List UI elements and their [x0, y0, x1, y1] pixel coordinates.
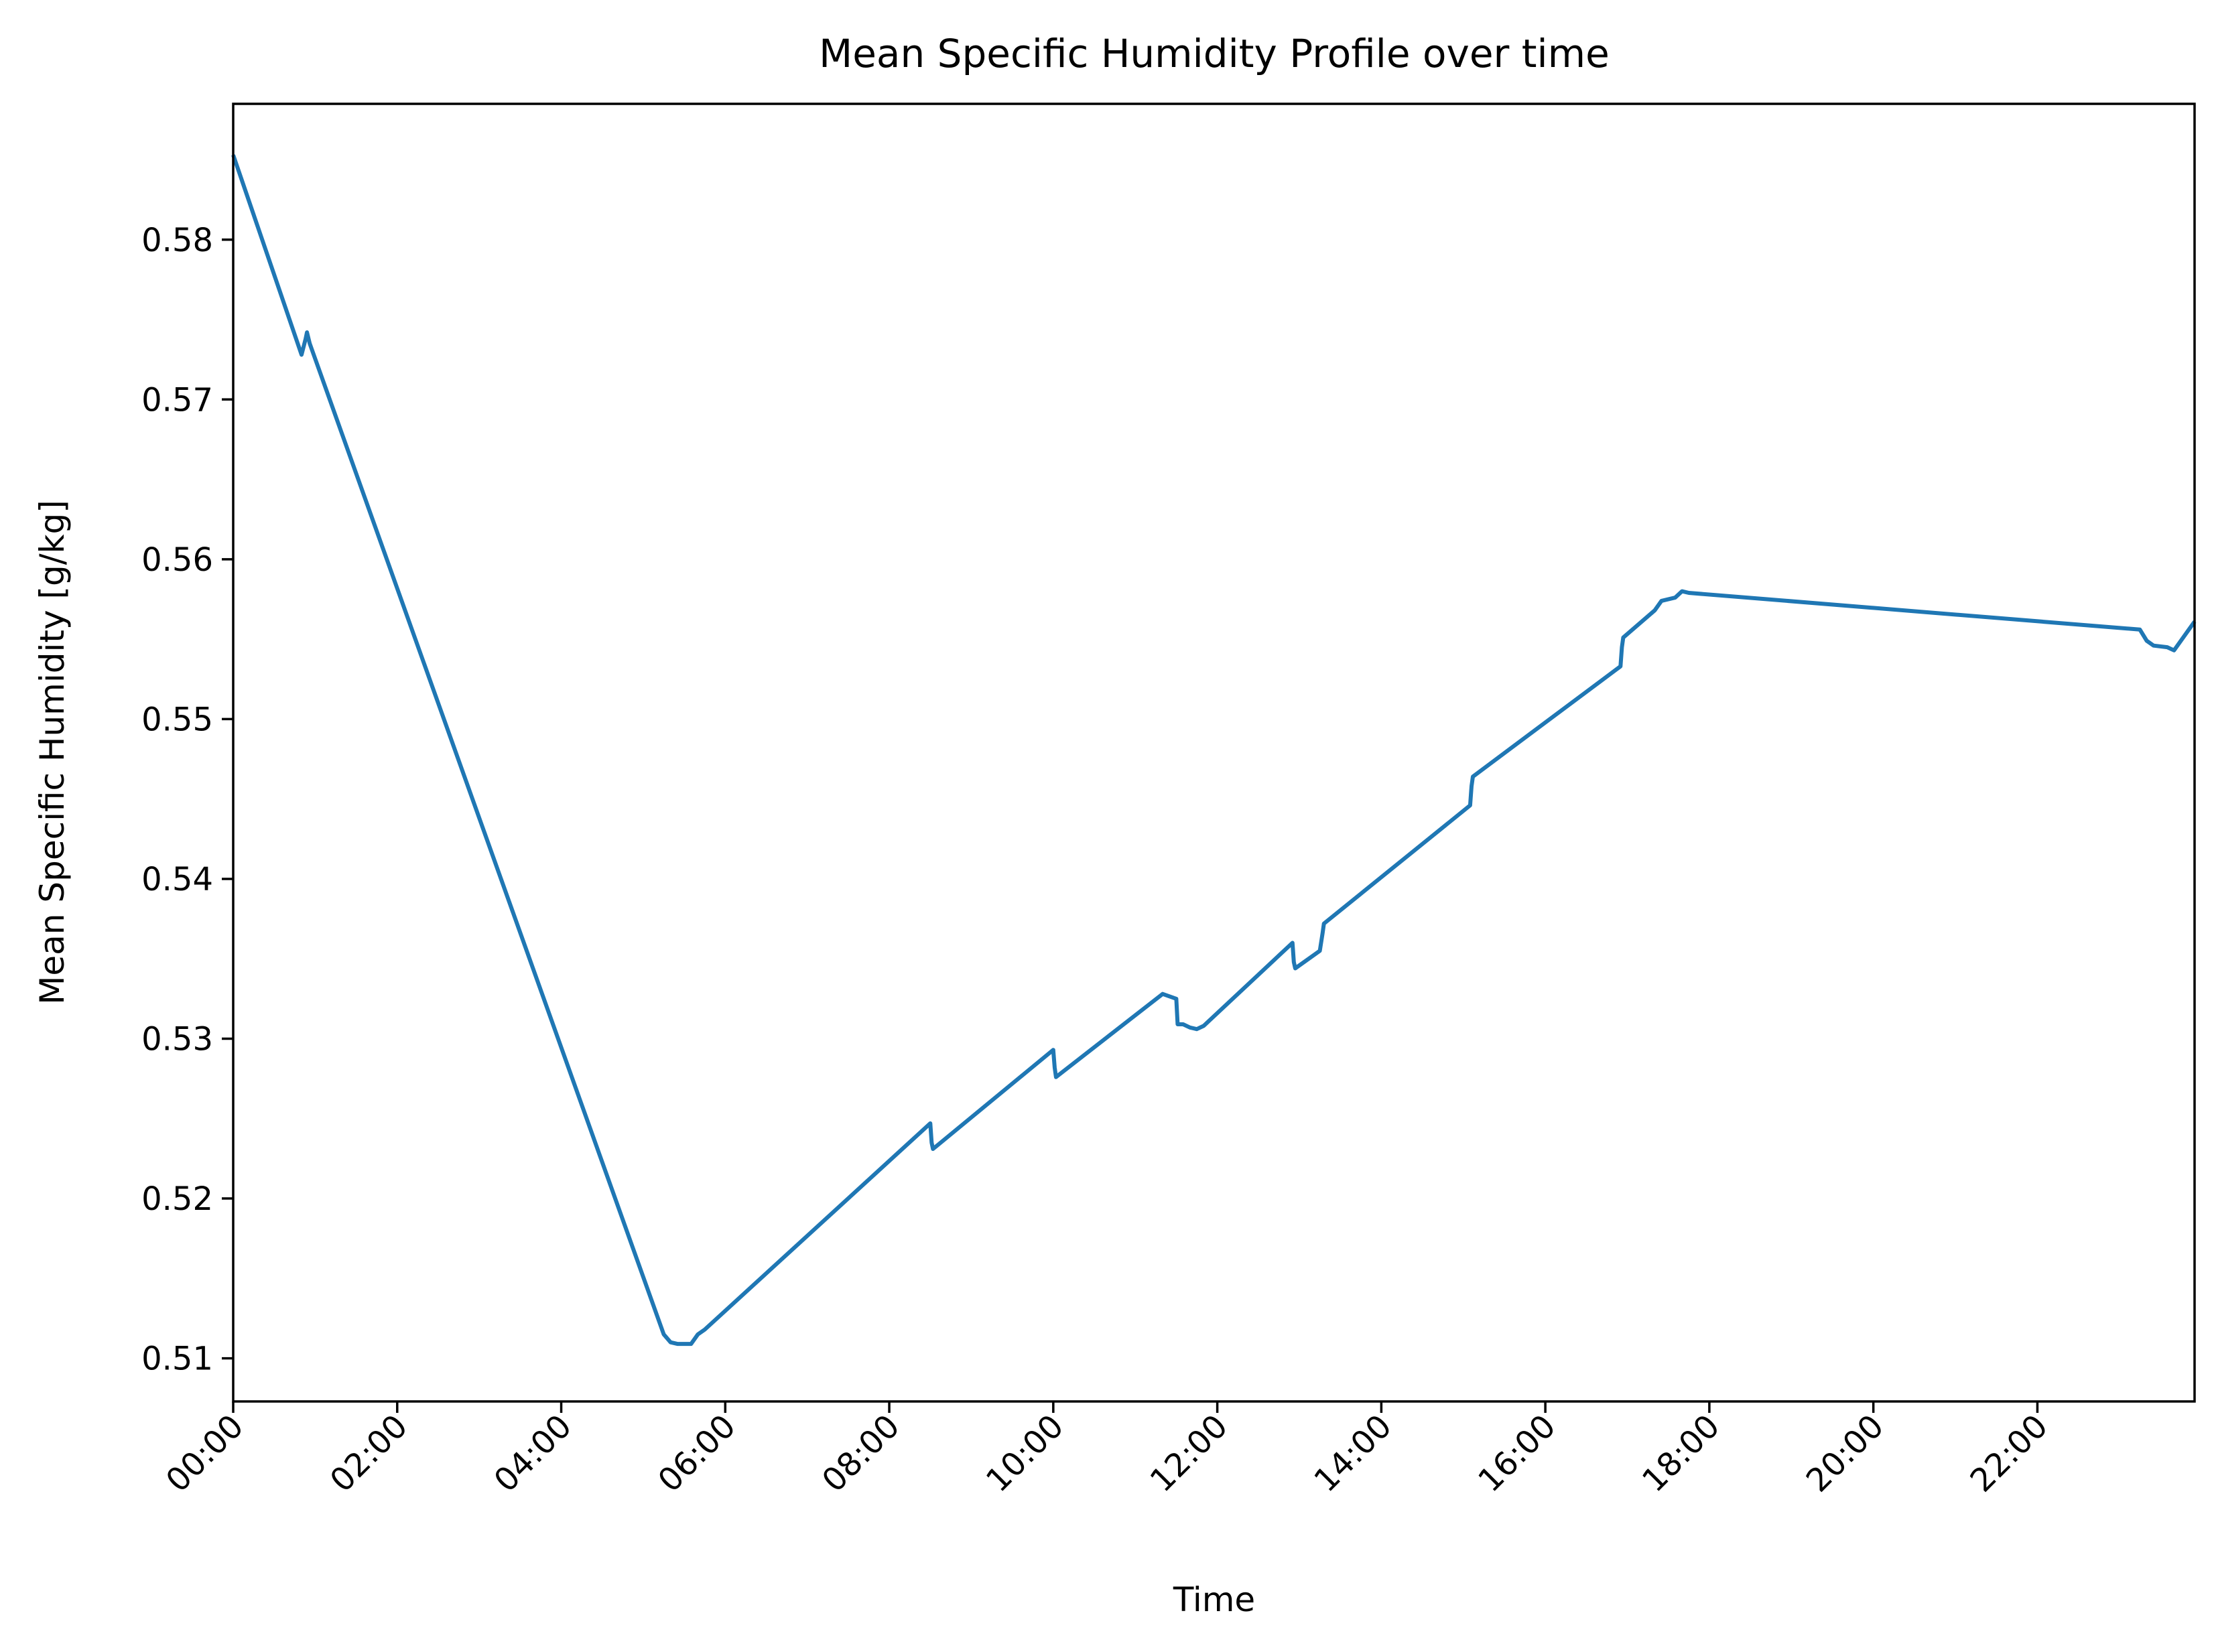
- y-tick-label: 0.56: [141, 541, 213, 579]
- y-tick-label: 0.57: [141, 381, 213, 419]
- plot-area: [231, 154, 2197, 1347]
- y-tick-label: 0.53: [141, 1020, 213, 1058]
- y-tick-label: 0.52: [141, 1180, 213, 1218]
- x-axis-label: Time: [1173, 1580, 1255, 1619]
- y-tick-label: 0.51: [141, 1340, 213, 1378]
- y-axis-ticks: 0.51 0.52 0.53 0.54 0.55 0.56 0.57 0.58: [141, 222, 233, 1378]
- series-line: [231, 154, 2197, 1347]
- y-tick-label: 0.58: [141, 222, 213, 259]
- y-axis-label: Mean Specific Humidity [g/kg]: [33, 500, 72, 1005]
- y-tick-label: 0.54: [141, 861, 213, 898]
- y-tick-label: 0.55: [141, 701, 213, 738]
- chart-title: Mean Specific Humidity Profile over time: [819, 31, 1610, 76]
- axes-frame: [232, 102, 2196, 1403]
